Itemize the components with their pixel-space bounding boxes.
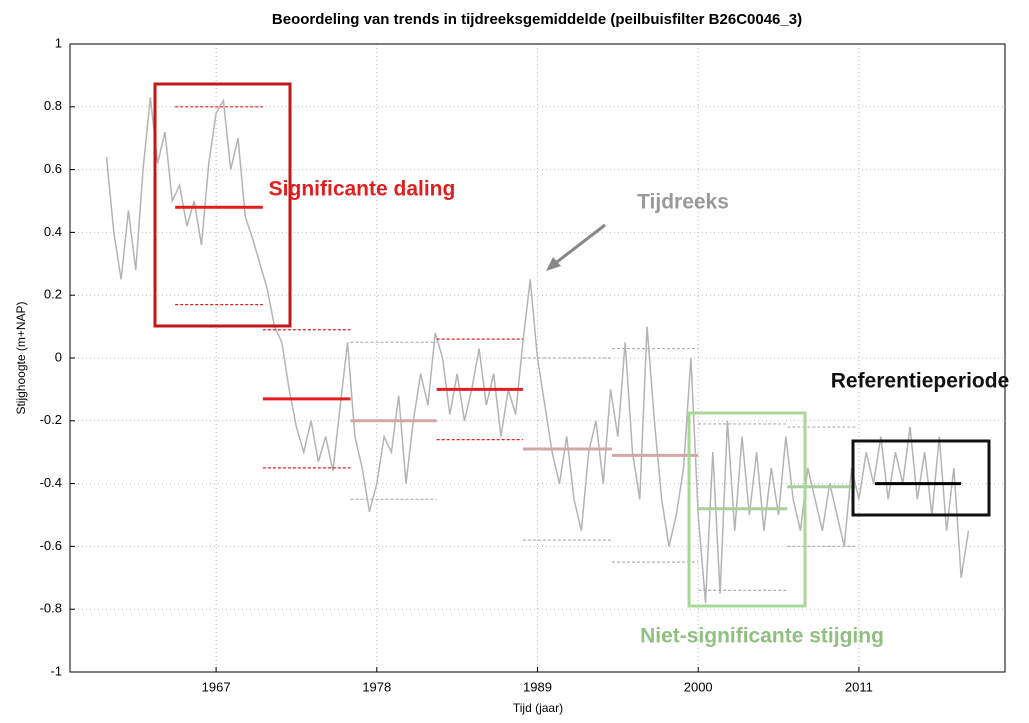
highlight-box [153,82,292,328]
x-tick-label: 1967 [202,679,231,694]
x-tick-label: 1978 [362,679,391,694]
y-tick-label: -0.8 [40,601,62,616]
y-tick-label: 0.8 [44,98,62,113]
highlight-box [687,411,807,608]
y-axis-label: Stijghoogte (m+NAP) [14,301,28,414]
annotation: Significante daling [269,178,456,201]
y-tick-label: -1 [50,663,62,678]
axes-frame [69,43,1006,673]
x-tick-label: 1989 [523,679,552,694]
x-tick-label: 2000 [684,679,713,694]
arrow-head [546,257,561,271]
y-tick-label: 0.2 [44,287,62,302]
y-tick-label: 0.4 [44,224,62,239]
x-axis-label: Tijd (jaar) [513,701,563,715]
y-tick-label: -0.4 [40,475,62,490]
y-tick-label: -0.6 [40,538,62,553]
y-tick-label: 0.6 [44,161,62,176]
highlight-box [851,439,991,517]
y-tick-label: -0.2 [40,412,62,427]
y-tick-label: 0 [55,349,62,364]
plot-area: -1 -0.8 -0.6 -0.4 -0.2 0 0.2 0.4 0.6 0.8 1 1967 1978… [40,35,1006,694]
series-line [105,97,970,603]
x-tick-label: 2011 [845,679,873,694]
annotation: Niet-significante stijging [640,625,884,648]
annotation: Tijdreeks [637,191,729,214]
annotation: Referentieperiode [831,370,1010,393]
arrow [552,223,606,267]
chart-title: Beoordeling van trends in tijdreeksgemid… [272,11,802,28]
y-tick-label: 1 [55,35,62,50]
